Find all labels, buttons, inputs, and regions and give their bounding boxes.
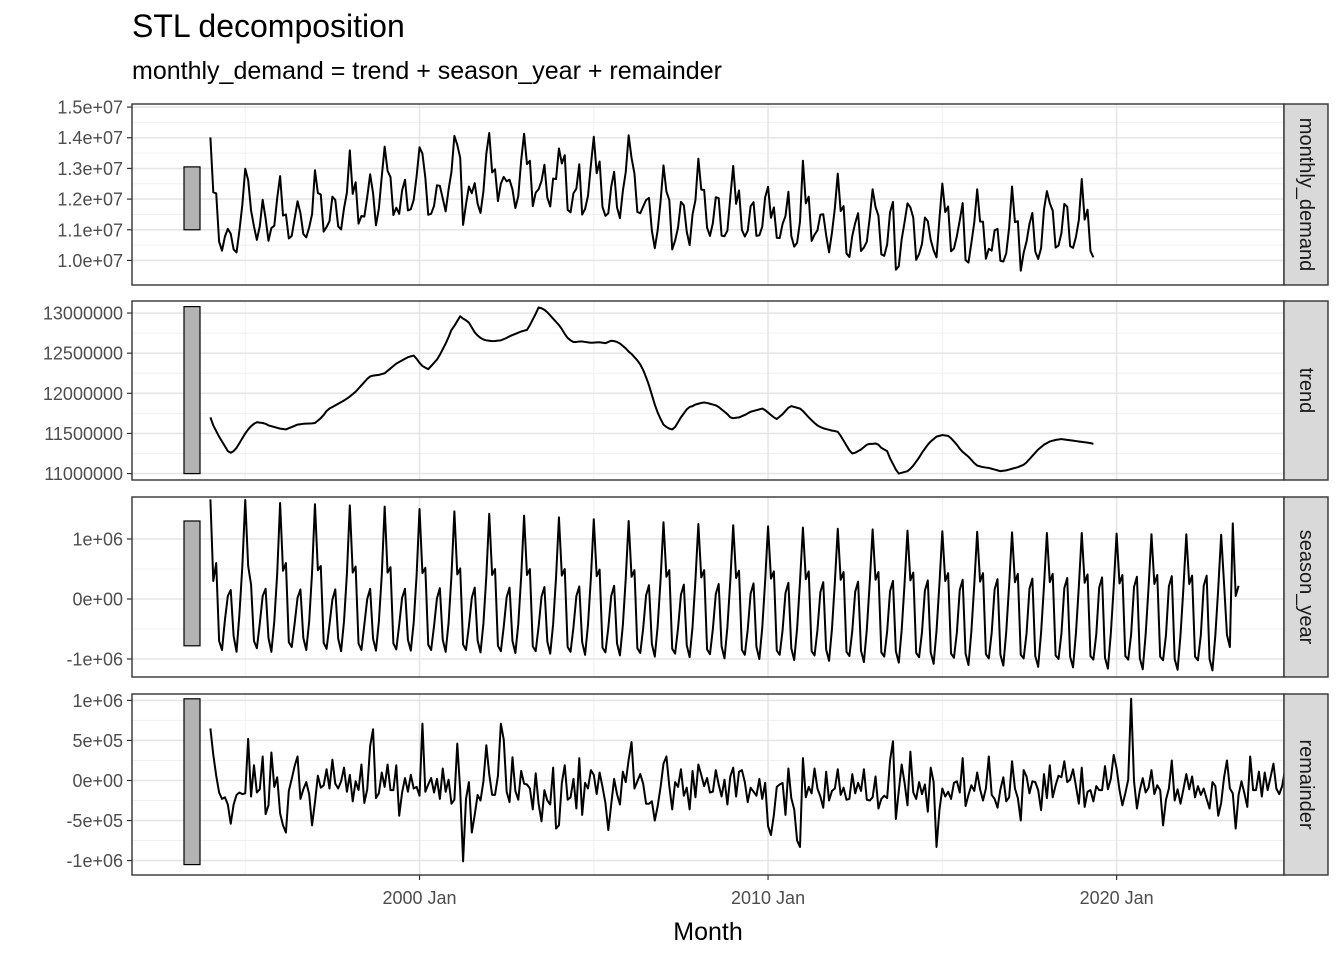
panel-monthly_demand: 1.0e+07 1.1e+07 1.2e+07 1.3e+07 1.4e+07 1.5e+… (57, 98, 1329, 286)
chart-subtitle: monthly_demand = trend + season_year + r… (132, 57, 722, 85)
panel-background (132, 104, 1284, 285)
facet-strip (1283, 103, 1329, 286)
y-tick-label: 0e+00 (72, 590, 123, 610)
facet-strip (1283, 693, 1329, 876)
y-tick-label: -5e+05 (66, 811, 123, 831)
panel-remainder: -1e+06 -5e+05 0e+00 5e+05 1e+06 remainder (66, 691, 1329, 876)
series-line-monthly_demand (209, 131, 1095, 272)
y-tick-label: 11000000 (44, 464, 123, 484)
facet-strip (1283, 300, 1329, 481)
y-tick-label: 1e+06 (72, 530, 123, 550)
chart-title: STL decomposition (132, 8, 405, 44)
y-tick-label: -1e+06 (66, 851, 123, 871)
y-tick-label: 13000000 (43, 304, 123, 324)
series-line-remainder (209, 697, 1313, 863)
x-axis-title: Month (673, 918, 742, 946)
scale-bar (183, 520, 201, 647)
panel-trend: 11000000 11500000 12000000 12500000 13000000… (43, 300, 1329, 484)
facet-strip-label: remainder (1295, 739, 1317, 829)
y-tick-label: 0e+00 (72, 771, 123, 791)
scale-bar (183, 306, 201, 475)
x-axis: 2000 Jan 2010 Jan 2020 Jan Month (382, 875, 1154, 946)
y-tick-label: 1.1e+07 (57, 220, 123, 240)
x-tick-label: 2010 Jan (731, 888, 805, 908)
y-tick-label: 5e+05 (72, 731, 123, 751)
y-tick-label: 1.0e+07 (57, 251, 123, 271)
facet-strip-label: trend (1295, 368, 1317, 414)
panel-background (132, 497, 1284, 677)
x-tick-label: 2000 Jan (382, 888, 456, 908)
y-tick-label: 1e+06 (72, 691, 123, 711)
scale-bar (183, 166, 201, 231)
x-tick-label: 2020 Jan (1080, 888, 1154, 908)
series-line-trend (209, 306, 1094, 475)
panel-background (132, 301, 1284, 480)
series-line-season_year (209, 499, 1240, 672)
y-tick-label: 1.5e+07 (57, 98, 123, 118)
y-tick-label: 1.4e+07 (57, 128, 123, 148)
y-tick-label: 1.3e+07 (57, 159, 123, 179)
panel-season_year: -1e+06 0e+00 1e+06 season_year (66, 496, 1329, 678)
y-tick-label: 11500000 (44, 424, 123, 444)
y-tick-label: -1e+06 (66, 650, 123, 670)
scale-bar (183, 698, 201, 866)
y-tick-label: 1.2e+07 (57, 190, 123, 210)
facet-strip (1283, 496, 1329, 678)
y-tick-label: 12500000 (43, 344, 123, 364)
facet-strip-label: season_year (1295, 530, 1317, 645)
facet-strip-label: monthly_demand (1295, 118, 1317, 271)
y-tick-label: 12000000 (43, 384, 123, 404)
